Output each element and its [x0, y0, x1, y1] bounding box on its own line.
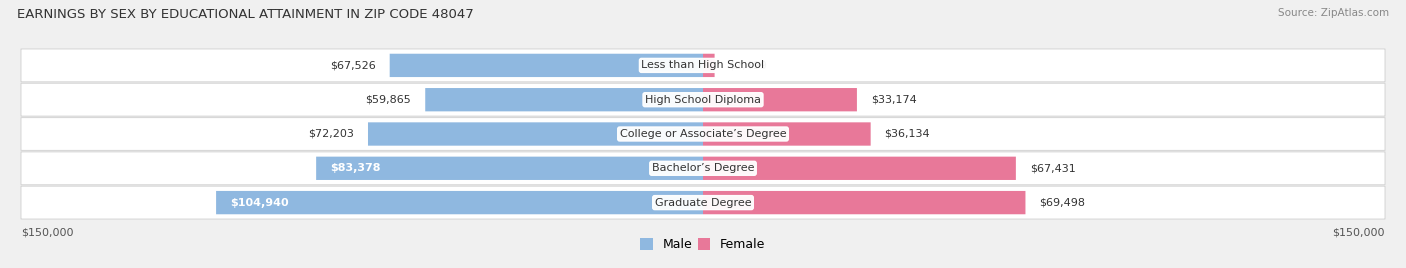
FancyBboxPatch shape [703, 157, 1017, 180]
Text: High School Diploma: High School Diploma [645, 95, 761, 105]
Text: $67,431: $67,431 [1029, 163, 1076, 173]
Text: $59,865: $59,865 [366, 95, 412, 105]
Text: $150,000: $150,000 [1333, 227, 1385, 237]
FancyBboxPatch shape [425, 88, 703, 111]
Text: $33,174: $33,174 [870, 95, 917, 105]
Text: Source: ZipAtlas.com: Source: ZipAtlas.com [1278, 8, 1389, 18]
FancyBboxPatch shape [703, 122, 870, 146]
FancyBboxPatch shape [703, 88, 856, 111]
FancyBboxPatch shape [21, 152, 1385, 185]
Text: College or Associate’s Degree: College or Associate’s Degree [620, 129, 786, 139]
Text: EARNINGS BY SEX BY EDUCATIONAL ATTAINMENT IN ZIP CODE 48047: EARNINGS BY SEX BY EDUCATIONAL ATTAINMEN… [17, 8, 474, 21]
FancyBboxPatch shape [389, 54, 703, 77]
FancyBboxPatch shape [703, 54, 714, 77]
FancyBboxPatch shape [21, 83, 1385, 116]
Text: $67,526: $67,526 [330, 60, 375, 70]
Text: $36,134: $36,134 [884, 129, 931, 139]
Text: Less than High School: Less than High School [641, 60, 765, 70]
FancyBboxPatch shape [316, 157, 703, 180]
FancyBboxPatch shape [217, 191, 703, 214]
Legend: Male, Female: Male, Female [641, 238, 765, 251]
Text: $150,000: $150,000 [21, 227, 73, 237]
Text: $69,498: $69,498 [1039, 198, 1085, 208]
FancyBboxPatch shape [703, 191, 1025, 214]
FancyBboxPatch shape [21, 186, 1385, 219]
Text: $104,940: $104,940 [231, 198, 288, 208]
Text: $72,203: $72,203 [308, 129, 354, 139]
Text: Bachelor’s Degree: Bachelor’s Degree [652, 163, 754, 173]
Text: $2,499: $2,499 [728, 60, 768, 70]
Text: $83,378: $83,378 [330, 163, 381, 173]
FancyBboxPatch shape [368, 122, 703, 146]
FancyBboxPatch shape [21, 118, 1385, 150]
Text: Graduate Degree: Graduate Degree [655, 198, 751, 208]
FancyBboxPatch shape [21, 49, 1385, 82]
